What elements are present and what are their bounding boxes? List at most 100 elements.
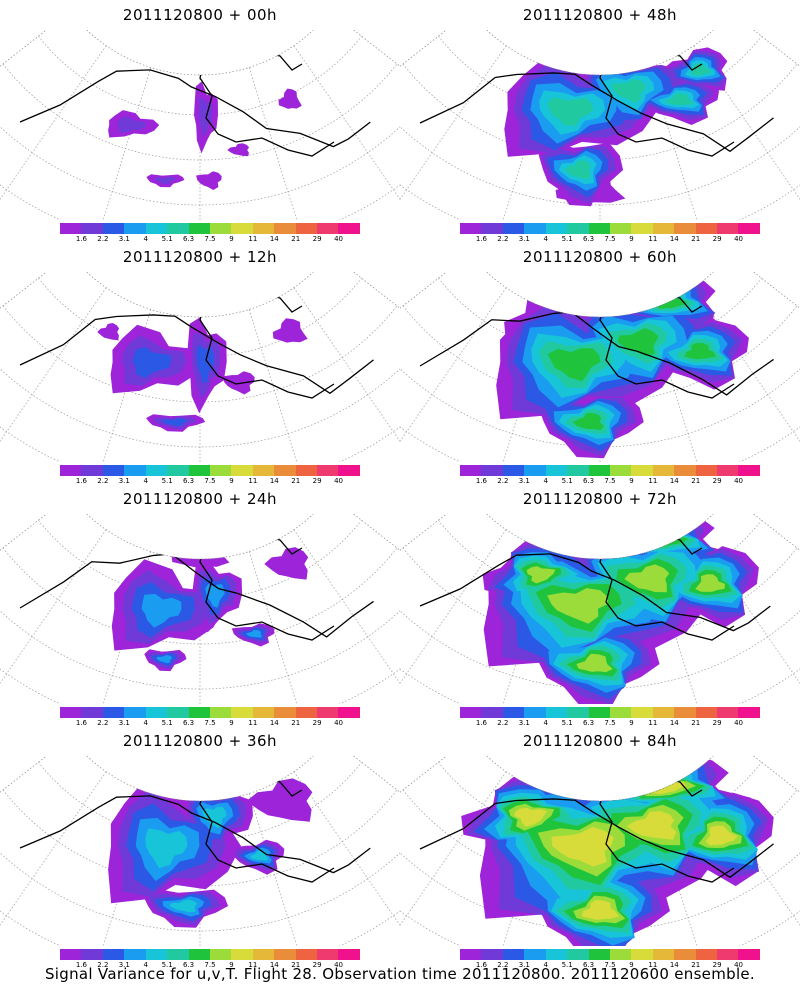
colorbar-swatch	[674, 465, 696, 476]
colorbar-swatch	[231, 223, 253, 234]
colorbar-labels: 1.6 2.2 3.1 4 5.1 6.3 7.5 9 11 14 21 29 40	[460, 961, 760, 971]
colorbar-label: 40	[734, 719, 744, 727]
colorbar-label: 5.1	[161, 961, 173, 969]
colorbar-swatch	[167, 465, 189, 476]
map-body	[0, 277, 400, 462]
colorbar-label: 21	[691, 719, 701, 727]
colorbar-label: 21	[291, 477, 301, 485]
colorbar-label: 29	[312, 477, 322, 485]
colorbar-label: 40	[334, 477, 344, 485]
colorbar-label: 29	[312, 719, 322, 727]
colorbar-swatch	[81, 223, 103, 234]
colorbar-label: 3.1	[518, 477, 530, 485]
colorbar-swatch	[717, 949, 739, 960]
colorbar-swatch	[188, 949, 210, 960]
colorbar	[60, 223, 360, 234]
colorbar-label: 2.2	[97, 961, 109, 969]
map-body	[0, 35, 400, 220]
colorbar	[460, 223, 760, 234]
variance-contour	[245, 630, 262, 638]
colorbar-labels: 1.6 2.2 3.1 4 5.1 6.3 7.5 9 11 14 21 29 40	[60, 235, 360, 245]
colorbar-swatch	[460, 223, 482, 234]
forecast-panel: 2011120800 + 24h 1.6 2.2 3.1 4 5.1 6.3 7.5 9 11 14…	[0, 484, 400, 727]
colorbar-label: 29	[712, 719, 722, 727]
colorbar-swatch	[81, 949, 103, 960]
colorbar-label: 9	[629, 477, 634, 485]
forecast-panel: 2011120800 + 48h 1.6 2.2 3.1 4 5.1 6.3 7.5 9 11 14…	[400, 0, 800, 243]
colorbar-labels: 1.6 2.2 3.1 4 5.1 6.3 7.5 9 11 14 21 29 40	[60, 477, 360, 487]
colorbar-label: 40	[734, 477, 744, 485]
colorbar-swatch	[545, 465, 568, 476]
colorbar-label: 6.3	[182, 235, 195, 243]
colorbar-swatch	[252, 465, 275, 476]
colorbar-label: 2.2	[497, 961, 509, 969]
colorbar-swatch	[609, 223, 632, 234]
colorbar-swatch	[167, 949, 189, 960]
variance-map	[400, 30, 800, 220]
colorbar-label: 9	[229, 477, 234, 485]
colorbar-swatch	[145, 465, 168, 476]
colorbar-swatch	[481, 465, 503, 476]
variance-contour	[705, 825, 738, 846]
colorbar-label: 9	[229, 961, 234, 969]
colorbar-label: 1.6	[75, 477, 87, 485]
variance-contour	[132, 346, 172, 379]
variance-map	[400, 272, 800, 462]
variance-contour	[514, 807, 548, 827]
colorbar-swatch	[81, 707, 103, 718]
variance-contour	[246, 778, 313, 822]
colorbar-swatch	[738, 223, 760, 234]
colorbar-label: 7.5	[204, 961, 216, 969]
colorbar-label: 7.5	[604, 235, 616, 243]
colorbar-swatch	[738, 465, 760, 476]
colorbar-label: 5.1	[561, 719, 573, 727]
colorbar-swatch	[252, 949, 275, 960]
colorbar-swatch	[609, 949, 632, 960]
variance-contour	[97, 323, 120, 341]
figure-caption: Signal Variance for u,v,T. Flight 28. Ob…	[44, 965, 756, 983]
colorbar-swatch	[274, 223, 296, 234]
variance-contour	[547, 97, 594, 126]
colorbar-swatch	[588, 223, 610, 234]
map-body	[0, 761, 400, 946]
variance-contour	[272, 318, 308, 343]
colorbar-swatch	[609, 465, 632, 476]
colorbar-swatch	[317, 223, 339, 234]
colorbar-label: 2.2	[97, 477, 109, 485]
colorbar-label: 3.1	[118, 477, 130, 485]
colorbar-label: 1.6	[75, 235, 87, 243]
colorbar-swatch	[231, 465, 253, 476]
variance-contour	[551, 826, 614, 867]
colorbar-swatch	[188, 707, 210, 718]
variance-contour	[156, 655, 173, 664]
colorbar-label: 14	[269, 235, 279, 243]
panel-title: 2011120800 + 12h	[122, 248, 278, 266]
forecast-panel: 2011120800 + 72h 1.6 2.2 3.1 4 5.1 6.3 7.5 9 11 14…	[400, 484, 800, 727]
colorbar-swatch	[317, 707, 339, 718]
forecast-panel: 2011120800 + 00h 1.6 2.2 3.1 4 5.1 6.3 7.5 9 11 14…	[0, 0, 400, 243]
variance-map	[400, 756, 800, 946]
colorbar-label: 1.6	[475, 235, 487, 243]
forecast-panel: 2011120800 + 84h 1.6 2.2 3.1 4 5.1 6.3 7.5 9 11 14…	[400, 726, 800, 969]
colorbar-swatch	[274, 465, 296, 476]
colorbar-label: 9	[229, 719, 234, 727]
colorbar-swatch	[631, 949, 653, 960]
colorbar-swatch	[695, 223, 718, 234]
colorbar-label: 14	[269, 961, 279, 969]
variance-contour	[526, 566, 556, 584]
variance-contour	[547, 588, 608, 624]
variance-map	[0, 30, 400, 220]
colorbar-labels: 1.6 2.2 3.1 4 5.1 6.3 7.5 9 11 14 21 29 40	[60, 719, 360, 729]
variance-map	[0, 272, 400, 462]
colorbar-label: 1.6	[475, 477, 487, 485]
panel-title: 2011120800 + 00h	[122, 6, 278, 24]
colorbar-label: 5.1	[561, 477, 573, 485]
colorbar-label: 29	[712, 235, 722, 243]
variance-contour	[547, 348, 601, 382]
colorbar-label: 3.1	[518, 961, 530, 969]
colorbar-label: 11	[648, 477, 658, 485]
colorbar-label: 9	[229, 235, 234, 243]
variance-contour	[141, 593, 182, 628]
colorbar-label: 5.1	[561, 235, 573, 243]
colorbar-label: 5.1	[561, 961, 573, 969]
